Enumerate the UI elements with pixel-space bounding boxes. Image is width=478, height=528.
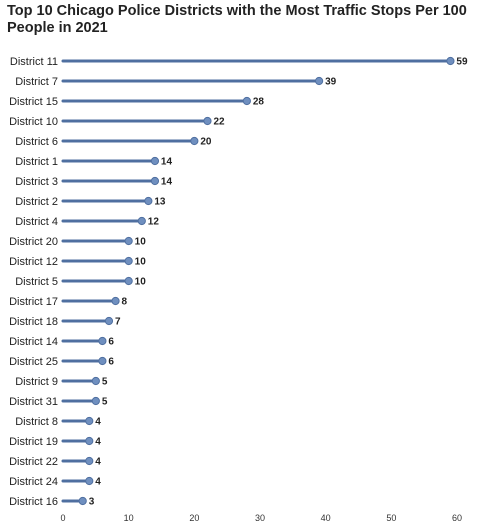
value-label-district-1: 14 — [161, 157, 173, 168]
category-label-district-10: District 10 — [9, 116, 58, 128]
category-label-district-12: District 12 — [9, 256, 58, 268]
value-label-district-2: 13 — [154, 197, 166, 208]
x-tick-label-60: 60 — [452, 513, 462, 523]
dot-district-10 — [203, 116, 212, 126]
category-label-district-14: District 14 — [9, 336, 58, 348]
value-label-district-22: 4 — [95, 457, 101, 468]
dot-district-8 — [85, 416, 94, 426]
dot-district-20 — [124, 236, 133, 246]
value-label-district-31: 5 — [102, 397, 108, 408]
x-axis: 0 10 20 30 40 50 60 — [60, 513, 462, 523]
category-label-district-24: District 24 — [9, 476, 58, 488]
value-label-district-4: 12 — [148, 217, 160, 228]
value-label-district-6: 20 — [200, 137, 212, 148]
value-label-district-18: 7 — [115, 317, 121, 328]
value-label-district-14: 6 — [108, 337, 114, 348]
category-label-district-31: District 31 — [9, 396, 58, 408]
value-label-district-15: 28 — [253, 97, 265, 108]
dot-district-22 — [85, 456, 94, 466]
value-label-district-10: 22 — [213, 117, 225, 128]
value-label-district-19: 4 — [95, 437, 101, 448]
value-label-district-16: 3 — [89, 497, 95, 508]
category-label-district-20: District 20 — [9, 236, 58, 248]
x-tick-label-30: 30 — [255, 513, 265, 523]
value-label-district-8: 4 — [95, 417, 101, 428]
category-label-district-1: District 1 — [15, 156, 58, 168]
value-label-district-20: 10 — [135, 237, 147, 248]
category-label-district-25: District 25 — [9, 356, 58, 368]
dot-district-25 — [98, 356, 107, 366]
dot-district-12 — [124, 256, 133, 266]
category-label-district-5: District 5 — [15, 276, 58, 288]
category-label-district-22: District 22 — [9, 456, 58, 468]
dot-district-5 — [124, 276, 133, 286]
x-tick-label-40: 40 — [321, 513, 331, 523]
category-label-district-18: District 18 — [9, 316, 58, 328]
x-tick-label-20: 20 — [189, 513, 199, 523]
value-label-district-12: 10 — [135, 257, 147, 268]
x-tick-label-50: 50 — [386, 513, 396, 523]
value-label-district-9: 5 — [102, 377, 108, 388]
dot-district-11 — [446, 56, 455, 66]
dot-district-19 — [85, 436, 94, 446]
dot-district-31 — [91, 396, 100, 406]
dot-district-7 — [315, 76, 324, 86]
dot-district-16 — [78, 496, 87, 506]
value-label-district-7: 39 — [325, 77, 337, 88]
category-label-district-17: District 17 — [9, 296, 58, 308]
category-label-district-6: District 6 — [15, 136, 58, 148]
category-label-district-11: District 11 — [10, 56, 58, 68]
dot-district-6 — [190, 136, 199, 146]
value-label-district-24: 4 — [95, 477, 101, 488]
category-label-district-16: District 16 — [9, 496, 58, 508]
dot-district-24 — [85, 476, 94, 486]
value-label-district-3: 14 — [161, 177, 173, 188]
x-tick-label-10: 10 — [124, 513, 134, 523]
value-label-district-5: 10 — [135, 277, 147, 288]
category-label-district-8: District 8 — [15, 416, 58, 428]
dot-district-3 — [150, 176, 160, 186]
dot-district-18 — [104, 316, 114, 326]
value-label-district-25: 6 — [108, 357, 114, 368]
dot-district-17 — [111, 296, 120, 306]
category-label-district-2: District 2 — [15, 196, 58, 208]
category-label-district-3: District 3 — [15, 176, 58, 188]
category-label-district-19: District 19 — [9, 436, 58, 448]
x-tick-label-0: 0 — [60, 513, 65, 523]
value-label-district-17: 8 — [122, 297, 128, 308]
chart-title: Top 10 Chicago Police Districts with the… — [7, 3, 467, 36]
dot-district-14 — [98, 336, 107, 346]
dot-district-2 — [144, 196, 153, 206]
category-label-district-15: District 15 — [9, 96, 58, 108]
dot-district-4 — [137, 216, 146, 226]
dot-district-1 — [150, 156, 160, 166]
dot-district-9 — [91, 376, 100, 386]
category-label-district-4: District 4 — [15, 216, 58, 228]
dot-district-15 — [242, 96, 251, 106]
category-label-district-9: District 9 — [15, 376, 58, 388]
value-label-district-11: 59 — [456, 57, 468, 68]
category-label-district-7: District 7 — [15, 76, 58, 88]
